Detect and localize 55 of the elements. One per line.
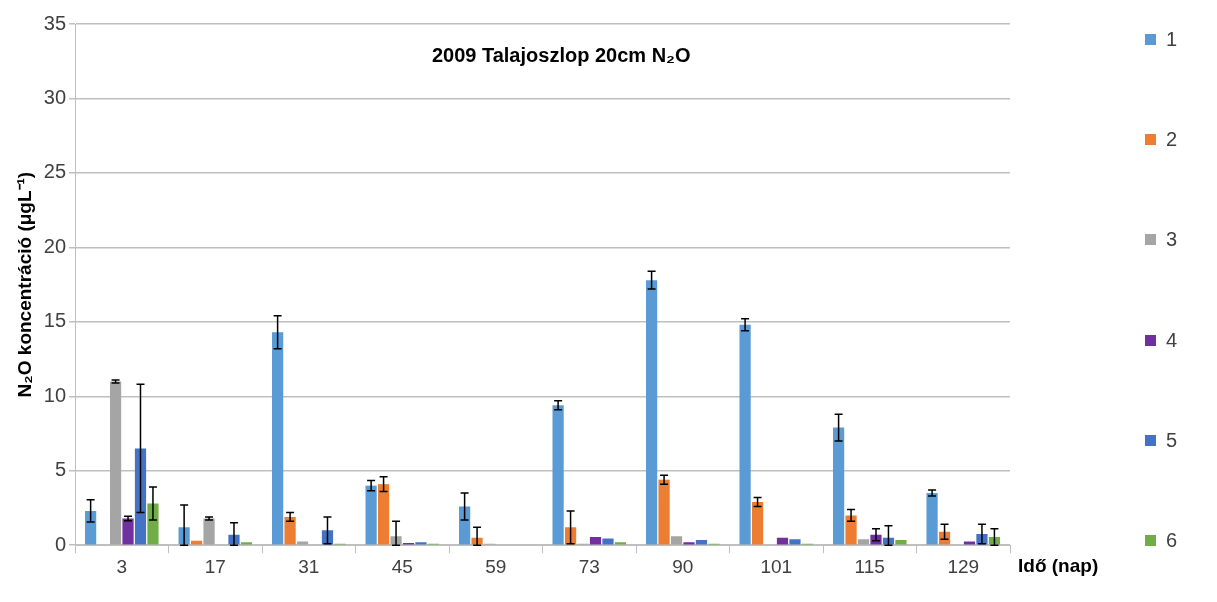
bar	[365, 485, 377, 545]
bar	[895, 539, 907, 545]
bar	[845, 515, 857, 545]
legend-label: 2	[1166, 128, 1178, 152]
bar	[739, 324, 751, 545]
x-axis-title: Idő (nap)	[1018, 555, 1099, 577]
bar	[857, 539, 870, 545]
y-tick-label: 15	[43, 309, 67, 332]
legend-label: 5	[1166, 428, 1178, 452]
bar	[284, 516, 296, 545]
bar	[589, 537, 602, 545]
legend-label: 6	[1166, 528, 1178, 552]
x-tick-label: 45	[391, 555, 413, 577]
bar	[85, 510, 97, 545]
x-tick-label: 115	[854, 555, 885, 577]
bar	[832, 427, 845, 545]
bar	[683, 542, 695, 545]
x-tick-label: 101	[760, 555, 793, 577]
bar	[122, 518, 134, 545]
x-tick-label: 31	[298, 555, 320, 577]
y-tick-label: 20	[43, 234, 67, 257]
bar	[147, 503, 159, 545]
y-tick-label: 0	[54, 532, 67, 555]
y-tick-label: 35	[43, 11, 67, 34]
text: 2009 Talajoszlop 20cm N₂O	[431, 43, 691, 66]
x-tick-label: 73	[578, 555, 600, 577]
bar	[109, 381, 122, 545]
bar	[602, 538, 614, 545]
y-tick-label: 10	[43, 383, 67, 406]
bar	[789, 539, 801, 545]
legend-label: 1	[1166, 28, 1178, 51]
bar	[658, 479, 670, 545]
x-tick-label: 3	[116, 555, 128, 577]
bar	[963, 541, 976, 545]
x-tick-label: 90	[672, 555, 694, 577]
y-tick-label: 5	[54, 458, 67, 481]
bar	[415, 542, 427, 545]
bar	[926, 493, 938, 545]
bar	[645, 280, 658, 545]
y-axis-title: N₂O koncentráció (μgL⁻¹)	[13, 171, 35, 398]
bar	[203, 518, 215, 545]
bar	[272, 332, 284, 545]
x-tick-label: 17	[204, 555, 226, 577]
bar	[552, 405, 564, 545]
x-tick-label: 129	[947, 555, 980, 577]
y-tick-label: 25	[43, 160, 67, 183]
y-tick-label: 30	[43, 85, 67, 108]
x-tick-label: 59	[485, 555, 507, 577]
bar	[377, 484, 390, 545]
bar	[751, 502, 764, 545]
bar	[296, 541, 309, 545]
legend-label: 3	[1166, 228, 1178, 252]
bar	[459, 506, 471, 545]
legend-label: 4	[1166, 328, 1178, 352]
bar	[670, 536, 683, 545]
